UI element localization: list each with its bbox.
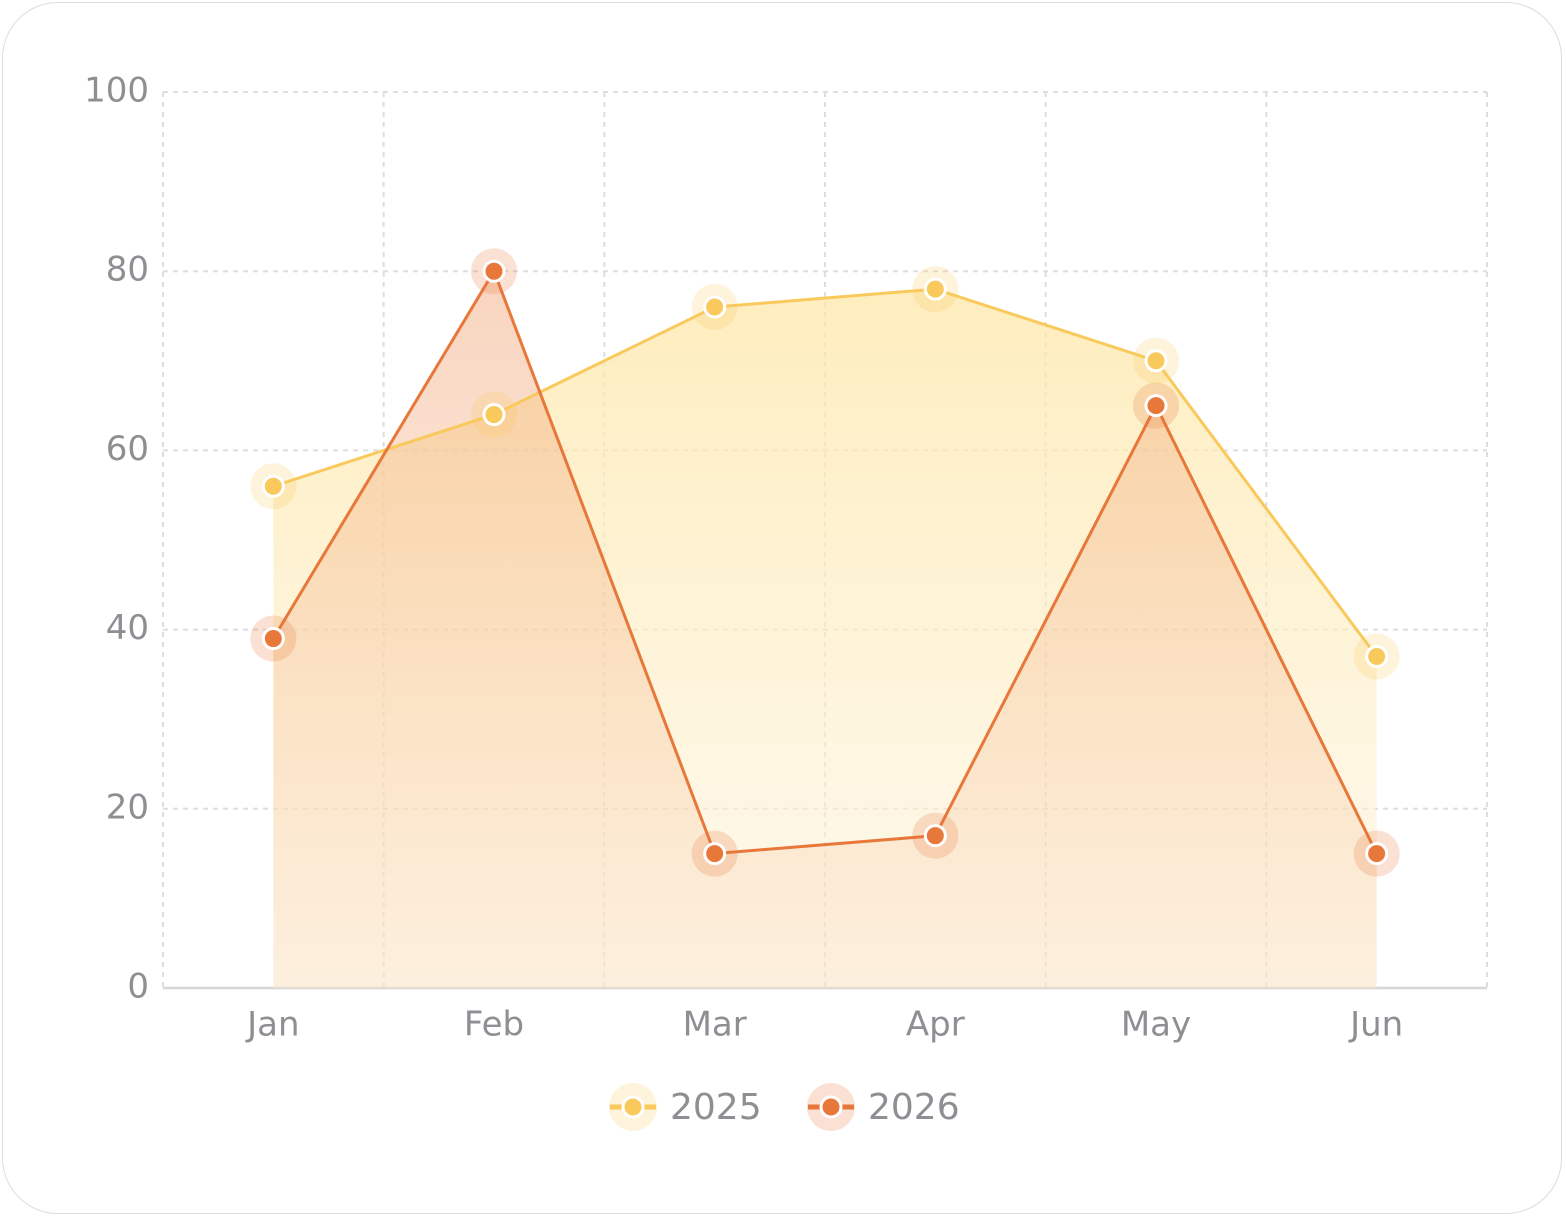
point — [261, 474, 285, 498]
x-tick-label: Jan — [245, 1005, 299, 1045]
legend-label: 2025 — [670, 1087, 762, 1128]
point — [1365, 644, 1389, 668]
y-tick-label: 100 — [84, 71, 149, 111]
legend-dot — [819, 1095, 843, 1119]
point — [482, 259, 506, 283]
point — [703, 295, 727, 319]
line — [272, 267, 1379, 856]
y-tick-label: 20 — [106, 787, 149, 827]
y-tick-label: 0 — [127, 967, 149, 1007]
y-tick-label: 80 — [106, 250, 149, 290]
x-tick-label: May — [1121, 1005, 1191, 1045]
point — [1144, 394, 1168, 418]
legend-dot — [621, 1095, 645, 1119]
point — [923, 277, 947, 301]
y-tick-label: 60 — [106, 429, 149, 469]
x-tick-label: Feb — [464, 1005, 524, 1045]
point — [261, 627, 285, 651]
area — [273, 271, 1377, 988]
point — [482, 403, 506, 427]
point — [703, 842, 727, 866]
x-tick-label: Apr — [906, 1005, 965, 1045]
point — [923, 824, 947, 848]
legend-label: 2026 — [868, 1087, 960, 1128]
y-tick-label: 40 — [106, 608, 149, 648]
point — [1365, 842, 1389, 866]
x-tick-label: Jun — [1348, 1005, 1403, 1045]
point — [1144, 349, 1168, 373]
line — [272, 287, 1378, 658]
x-tick-label: Mar — [683, 1005, 747, 1045]
